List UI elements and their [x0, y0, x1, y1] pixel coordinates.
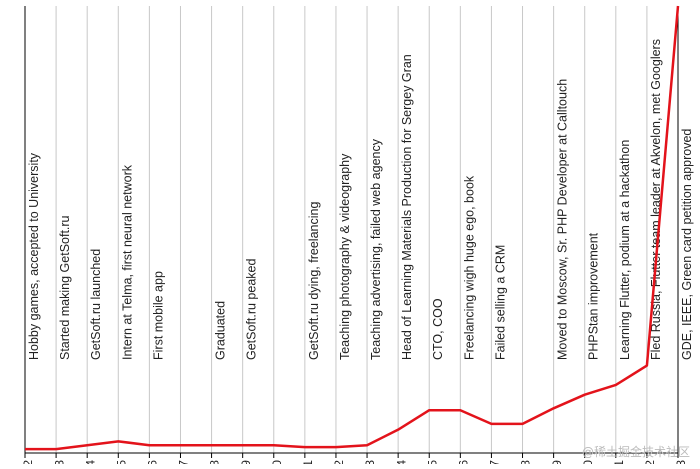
- event-annotation: CTO, COO: [431, 298, 445, 360]
- event-annotation: First mobile app: [151, 271, 165, 360]
- watermark: @稀土掘金技术社区: [581, 445, 690, 459]
- event-annotation: Graduated: [214, 301, 228, 360]
- x-tick-label: 2021: [612, 460, 626, 464]
- x-tick-label: 2014: [394, 460, 408, 464]
- event-annotation: PHPStan improvement: [587, 232, 601, 360]
- x-tick-label: 2020: [581, 460, 595, 464]
- event-annotation: Hobby games, accepted to University: [27, 152, 41, 360]
- event-annotation: GetSoft.ru launched: [89, 249, 103, 360]
- event-annotation: GetSoft.ru peaked: [245, 258, 259, 360]
- x-tick-label: 2005: [114, 460, 128, 464]
- event-annotation: Freelancing wigh huge ego, book: [462, 175, 476, 360]
- x-tick-label: 2022: [643, 460, 657, 464]
- x-tick-label: 2012: [332, 460, 346, 464]
- event-annotation: Failed selling a CRM: [493, 245, 507, 360]
- x-tick-label: 2010: [270, 460, 284, 464]
- event-annotation: Teaching advertising, failed web agency: [369, 138, 383, 360]
- x-tick-label: 2009: [239, 460, 253, 464]
- x-tick-label: 2006: [146, 460, 160, 464]
- series-line: [25, 5, 680, 451]
- x-tick-label: 2004: [83, 460, 97, 464]
- event-annotation: Started making GetSoft.ru: [58, 215, 72, 360]
- x-tick-label: 2007: [177, 460, 191, 464]
- x-tick-label: 2019: [550, 460, 564, 464]
- x-tick-label: 2011: [301, 460, 315, 464]
- event-annotation: Teaching photography & videography: [338, 153, 352, 360]
- x-tick-label: 2013: [363, 460, 377, 464]
- x-tick-label: 2003: [52, 460, 66, 464]
- event-annotation: Learning Flutter, podium at a hackathon: [618, 140, 632, 360]
- event-annotations: Hobby games, accepted to University Start…: [27, 39, 694, 360]
- event-annotation: GDE, IEEE, Green card petition approved: [680, 129, 694, 360]
- x-tick-label: 2017: [488, 460, 502, 464]
- x-tick-label: 2002: [21, 460, 35, 464]
- x-tick-label: 2018: [519, 460, 533, 464]
- event-annotation: GetSoft.ru dying, freelancing: [307, 202, 321, 360]
- event-annotation: Moved to Moscow, Sr. PHP Developer at Ca…: [556, 79, 570, 360]
- event-annotation: Intern at Telma, first neural network: [120, 164, 134, 360]
- x-tick-label: 2008: [208, 460, 222, 464]
- x-tick-label: 2016: [457, 460, 471, 464]
- event-annotation: Head of Learning Materials Production fo…: [400, 54, 414, 360]
- event-annotation: Fled Russia, Flutter team leader at Akve…: [649, 39, 663, 360]
- x-tick-label: 2015: [425, 460, 439, 464]
- series-polyline: [25, 5, 680, 451]
- x-tick-label: 2023: [674, 460, 688, 464]
